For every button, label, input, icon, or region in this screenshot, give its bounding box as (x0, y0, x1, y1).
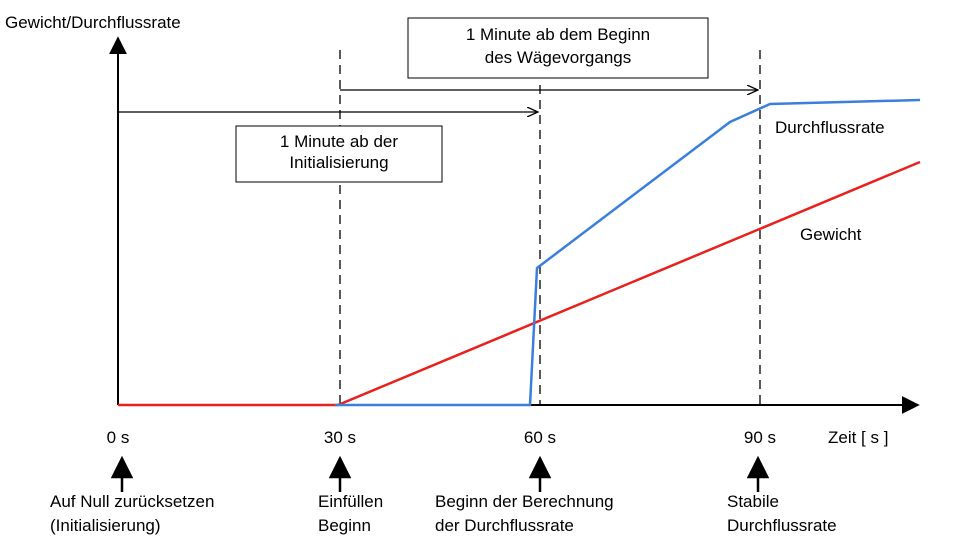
time-label: 60 s (524, 428, 556, 447)
curve-label: Gewicht (800, 225, 862, 244)
x-axis-label: Zeit [ s ] (828, 428, 888, 447)
annotation-text: Initialisierung (289, 153, 388, 172)
event-label: Durchflussrate (727, 516, 837, 535)
time-label: 90 s (744, 428, 776, 447)
annotation-text: 1 Minute ab dem Beginn (466, 25, 650, 44)
event-label: Beginn der Berechnung (435, 492, 614, 511)
event-label: Einfüllen (318, 492, 383, 511)
event-label: (Initialisierung) (50, 516, 161, 535)
curve-label: Durchflussrate (775, 118, 885, 137)
flow-curve (335, 98, 921, 407)
time-label: 0 s (107, 428, 130, 447)
time-label: 30 s (324, 428, 356, 447)
event-label: Stabile (727, 492, 779, 511)
event-label: der Durchflussrate (435, 516, 574, 535)
annotation-box (407, 17, 709, 79)
event-label: Auf Null zurücksetzen (50, 492, 214, 511)
weight-curve (118, 160, 921, 407)
annotation-text: 1 Minute ab der (280, 132, 398, 151)
y-axis-label: Gewicht/Durchflussrate (5, 13, 181, 32)
guides (339, 50, 761, 405)
event-label: Beginn (318, 516, 371, 535)
annotation-text: des Wägevorgangs (485, 48, 631, 67)
annotation-box (235, 125, 443, 183)
event-arrows (110, 455, 770, 492)
